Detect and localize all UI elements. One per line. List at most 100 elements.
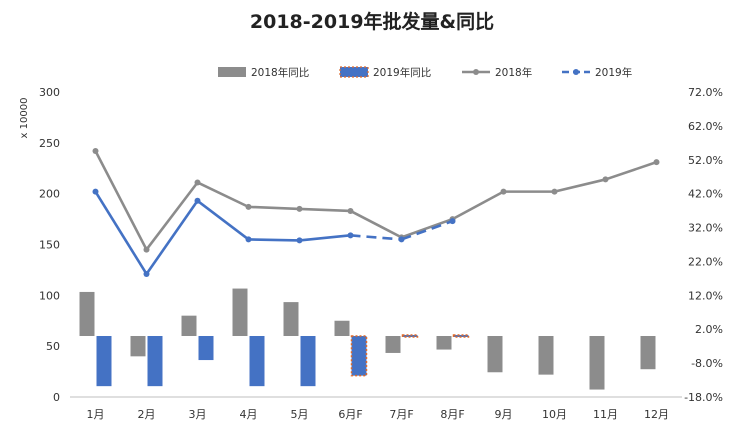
line-2019-point — [194, 197, 201, 204]
right-tick-label: 52.0% — [688, 154, 723, 167]
bar-2019-yoy — [452, 334, 470, 338]
line-2018-point — [500, 188, 507, 195]
bar-2018-yoy — [538, 336, 554, 375]
line-2018-segment — [349, 209, 403, 239]
legend: 2018年同比 2019年同比 2018年 2019年 — [218, 66, 632, 79]
line-2018-segment — [248, 205, 300, 211]
x-tick-label: 12月 — [644, 408, 669, 421]
line-2018-point — [92, 147, 99, 154]
legend-swatch — [218, 67, 246, 77]
right-tick-label: 72.0% — [688, 86, 723, 99]
x-tick-label: 5月 — [291, 408, 309, 421]
line-2019-segment — [401, 219, 453, 241]
line-2018-segment — [196, 181, 250, 209]
chart-title: 2018-2019年批发量&同比 — [250, 10, 494, 33]
line-2018-segment — [94, 150, 148, 251]
bar-2019-yoy — [300, 336, 316, 387]
line-2018-point — [296, 205, 303, 212]
line-2019-segment — [350, 234, 402, 241]
line-2018-point — [551, 188, 558, 195]
right-tick-label: -8.0% — [691, 357, 723, 370]
legend-marker — [473, 69, 479, 75]
bar-2018-yoy — [130, 336, 146, 357]
right-tick-label: 32.0% — [688, 222, 723, 235]
left-tick-label: 150 — [39, 239, 60, 252]
left-tick-label: 50 — [46, 340, 60, 353]
bar-2018-yoy — [487, 336, 503, 373]
x-tick-label: 1月 — [87, 408, 105, 421]
legend-marker — [573, 69, 579, 75]
bar-2019-yoy — [401, 334, 419, 338]
line-2019-point — [143, 270, 150, 277]
line-2019-segment — [196, 199, 250, 241]
right-tick-label: -18.0% — [684, 391, 723, 404]
line-2018-point — [245, 203, 252, 210]
right-tick-label: 42.0% — [688, 188, 723, 201]
line-2018-segment — [299, 207, 351, 213]
bar-2019-yoy — [147, 336, 163, 387]
legend-label: 2018年 — [495, 66, 532, 79]
line-2019-point — [347, 232, 354, 239]
bar-2018-yoy — [385, 336, 401, 353]
line-2018-segment — [451, 190, 505, 221]
line-2019-point — [245, 236, 252, 243]
line-2019-segment — [248, 238, 300, 242]
line-2018-segment — [605, 160, 657, 181]
bar-2018-yoy — [334, 320, 350, 336]
line-2018-point — [347, 207, 354, 214]
bar-2018-yoy — [640, 336, 656, 370]
x-tick-label: 3月 — [189, 408, 207, 421]
right-tick-label: 12.0% — [688, 289, 723, 302]
x-tick-label: 11月 — [593, 408, 618, 421]
left-tick-label: 100 — [39, 289, 60, 302]
line-2018-point — [602, 176, 609, 183]
left-tick-label: 0 — [53, 391, 60, 404]
x-tick-label: 7月F — [389, 408, 413, 421]
bar-2018-yoy — [232, 288, 248, 336]
x-tick-label: 8月F — [440, 408, 464, 421]
x-axis: 1月 2月 3月 4月 5月 6月F 7月F 8月F 9月 10月 11月 12月 — [87, 408, 670, 421]
right-axis: -18.0% -8.0% 2.0% 12.0% 22.0% 32.0% 42.0% 52.0%… — [684, 86, 723, 404]
right-tick-label: 22.0% — [688, 255, 723, 268]
bar-2019-yoy — [249, 336, 265, 387]
lines — [92, 147, 660, 277]
x-tick-label: 6月F — [338, 408, 362, 421]
right-tick-label: 62.0% — [688, 120, 723, 133]
line-2019-segment — [94, 190, 148, 275]
bar-2018-yoy — [436, 336, 452, 350]
left-tick-label: 300 — [39, 86, 60, 99]
line-2018-segment — [145, 181, 199, 251]
line-2018-segment — [554, 178, 606, 193]
left-axis-label: x 10000 — [19, 98, 30, 139]
x-tick-label: 10月 — [542, 408, 567, 421]
right-tick-label: 2.0% — [695, 323, 723, 336]
line-2018-point — [194, 179, 201, 186]
legend-label: 2018年同比 — [251, 66, 309, 79]
bars — [79, 288, 656, 390]
line-2018-point — [653, 159, 660, 166]
line-2018-segment — [401, 217, 453, 239]
left-tick-label: 200 — [39, 188, 60, 201]
x-tick-label: 4月 — [240, 408, 258, 421]
bar-2019-yoy — [350, 335, 368, 377]
x-tick-label: 2月 — [138, 408, 156, 421]
x-tick-label: 9月 — [495, 408, 513, 421]
line-2018-point — [143, 246, 150, 253]
line-2019-segment — [299, 234, 351, 242]
left-tick-label: 250 — [39, 137, 60, 150]
left-axis: 0 50 100 150 200 250 300 — [39, 86, 60, 404]
bar-2019-yoy — [96, 336, 112, 387]
bar-2018-yoy — [283, 302, 299, 336]
line-2019-segment — [145, 200, 199, 275]
legend-label: 2019年 — [595, 66, 632, 79]
legend-label: 2019年同比 — [373, 66, 431, 79]
bar-2018-yoy — [181, 315, 197, 336]
bar-2019-yoy — [198, 336, 214, 361]
line-2019-point — [449, 218, 456, 225]
line-2019-point — [398, 236, 405, 243]
line-2019-point — [296, 237, 303, 244]
bar-2018-yoy — [79, 291, 95, 336]
line-2019-point — [92, 188, 99, 195]
legend-swatch — [339, 66, 369, 78]
